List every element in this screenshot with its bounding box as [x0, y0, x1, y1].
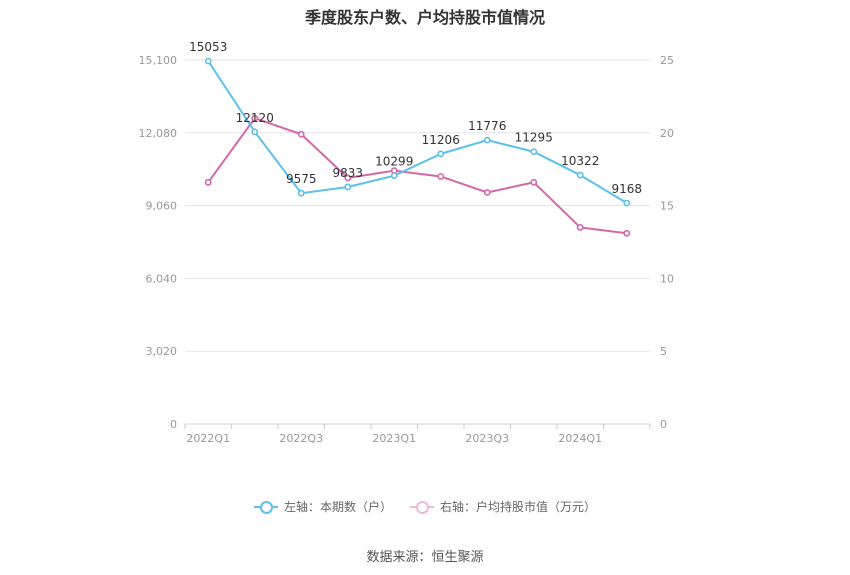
legend-item-right[interactable]: 右轴：户均持股市值（万元） [410, 498, 596, 515]
x-axis-tick-label: 2022Q1 [186, 432, 230, 445]
series-line-0 [207, 60, 628, 204]
data-label: 9833 [332, 166, 363, 180]
series-point-0 [576, 171, 584, 179]
series-point-0 [623, 199, 631, 207]
right-axis-tick-label: 0 [660, 418, 667, 431]
legend-item-left[interactable]: 左轴：本期数（户） [253, 498, 392, 515]
series-point-1 [530, 178, 538, 186]
series-point-1 [437, 173, 445, 180]
series-point-1 [251, 114, 259, 122]
data-label: 9575 [286, 172, 317, 186]
series-point-1 [483, 189, 491, 196]
legend: 左轴：本期数（户） 右轴：户均持股市值（万元） [0, 498, 850, 515]
series-point-0 [204, 57, 212, 65]
series-point-1 [204, 178, 212, 186]
series-point-0 [344, 183, 352, 191]
series-point-0 [390, 172, 398, 180]
series-lines [207, 60, 628, 235]
x-axis-tick-label: 2022Q3 [279, 432, 323, 445]
left-axis-tick-label: 9,060 [146, 200, 178, 213]
data-label: 11206 [422, 133, 460, 147]
chart-title: 季度股东户数、户均持股市值情况 [304, 8, 545, 27]
legend-marker-pink [410, 500, 434, 514]
grid-lines [185, 59, 650, 352]
series-point-1 [623, 229, 631, 237]
series-point-1 [297, 130, 305, 138]
data-source: 数据来源：恒生聚源 [366, 550, 484, 565]
series-point-0 [437, 150, 445, 158]
series-point-0 [483, 136, 491, 144]
series-point-1 [576, 224, 584, 231]
series-point-0 [530, 148, 538, 156]
data-labels: 15053 12120 9575 9833 10299 11206 11776 11295 10… [189, 40, 642, 196]
data-label: 10299 [375, 155, 413, 169]
data-label: 12120 [236, 111, 274, 125]
series-point-0 [251, 128, 259, 136]
data-label: 15053 [189, 40, 227, 54]
left-axis-tick-label: 6,040 [146, 272, 178, 285]
x-axis-tick-label: 2024Q1 [558, 432, 602, 445]
axes: 0 0 3,020 5 6,040 10 9,060 15 12,080 20 15,100 25 20… [139, 54, 675, 445]
left-axis-tick-label: 15,100 [139, 54, 178, 67]
series-line-1 [207, 117, 627, 235]
left-axis-tick-label: 0 [170, 418, 177, 431]
right-axis-tick-label: 5 [660, 345, 667, 358]
data-label: 10322 [561, 154, 599, 168]
right-axis-tick-label: 15 [660, 200, 674, 213]
left-axis-tick-label: 12,080 [139, 127, 178, 140]
series-point-0 [297, 189, 305, 197]
right-axis-tick-label: 10 [660, 272, 674, 285]
right-axis-tick-label: 25 [660, 54, 674, 67]
data-label: 9168 [611, 182, 642, 196]
right-axis-tick-label: 20 [660, 127, 674, 140]
left-axis-tick-label: 3,020 [146, 345, 178, 358]
series-points [204, 57, 631, 237]
legend-marker-blue [253, 500, 278, 514]
series-point-1 [344, 174, 352, 182]
legend-label-left: 左轴：本期数（户） [283, 500, 392, 514]
data-label: 11295 [515, 131, 553, 145]
data-label: 11776 [468, 119, 506, 133]
x-axis-tick-label: 2023Q1 [372, 432, 416, 445]
x-axis-tick-label: 2023Q3 [465, 432, 509, 445]
legend-label-right: 右轴：户均持股市值（万元） [440, 500, 597, 514]
